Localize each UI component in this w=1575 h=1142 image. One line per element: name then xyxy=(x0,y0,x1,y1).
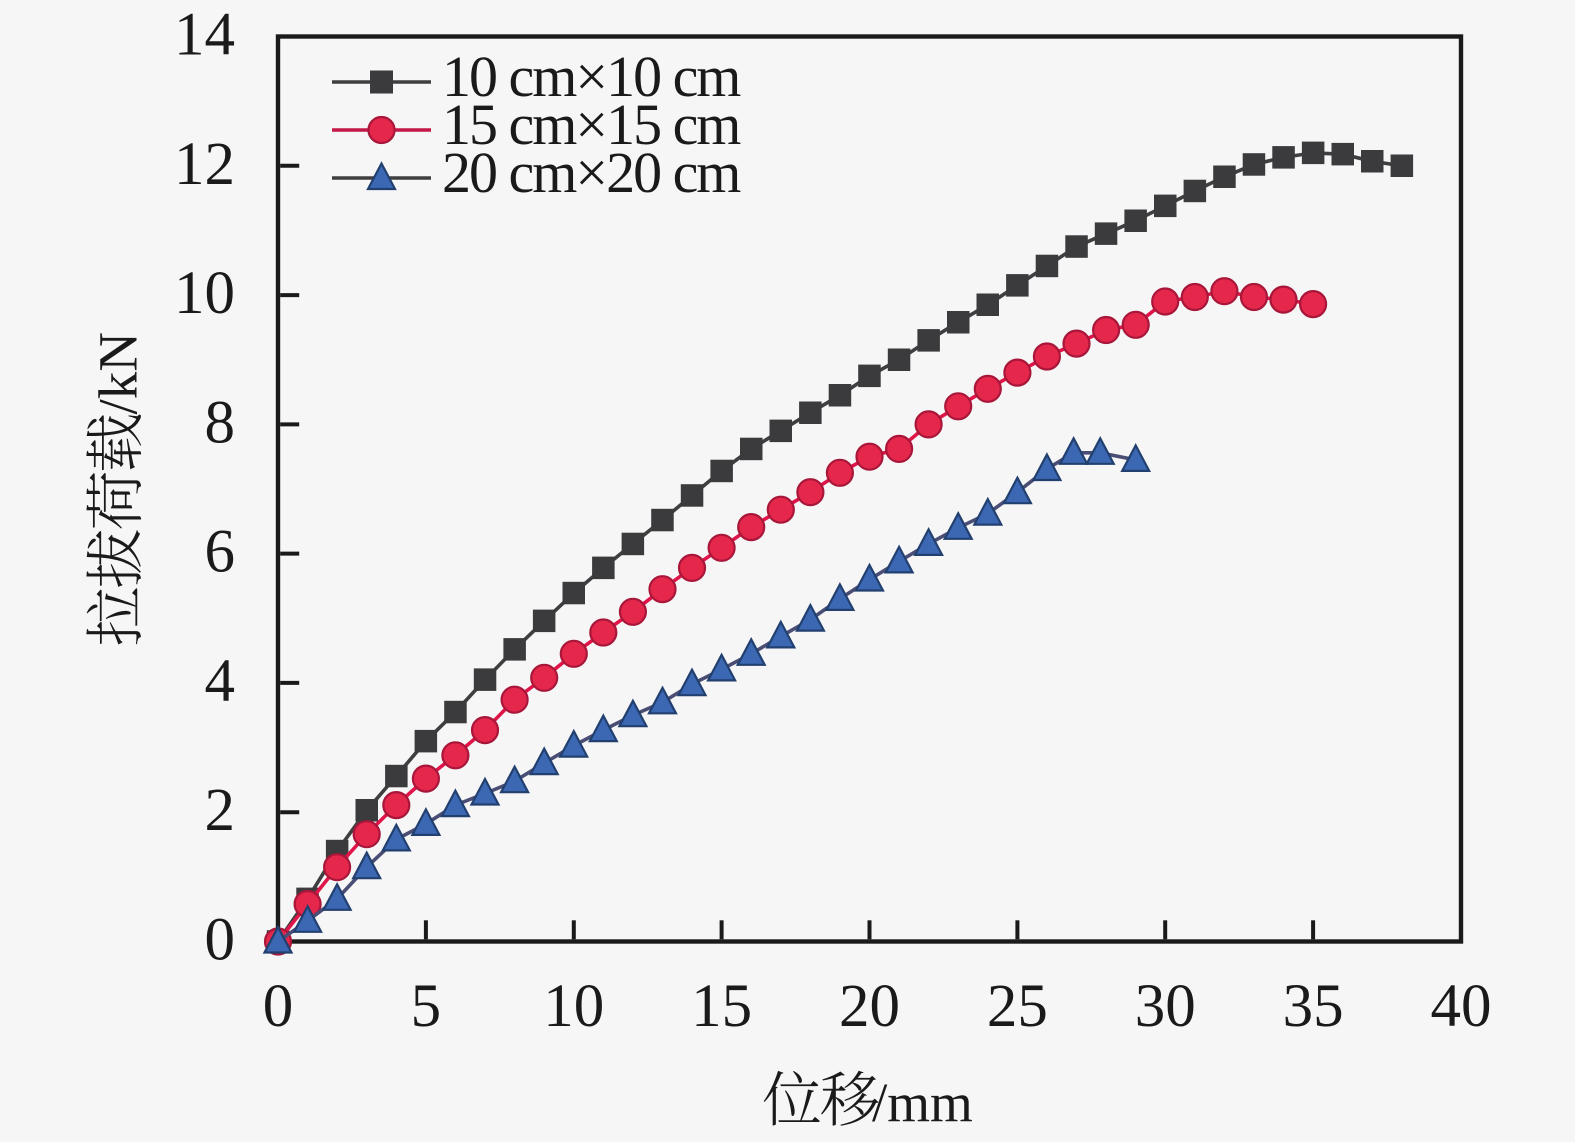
svg-text:10: 10 xyxy=(174,260,235,327)
svg-text:0: 0 xyxy=(263,973,294,1040)
svg-text:5: 5 xyxy=(411,973,442,1040)
svg-text:0: 0 xyxy=(205,907,236,974)
svg-text:/kN: /kN xyxy=(88,332,149,415)
svg-text:30: 30 xyxy=(1135,973,1196,1040)
svg-text:14: 14 xyxy=(174,2,235,69)
svg-text:40: 40 xyxy=(1431,973,1492,1040)
svg-text:/mm: /mm xyxy=(872,1072,973,1133)
svg-text:35: 35 xyxy=(1283,973,1344,1040)
svg-text:10: 10 xyxy=(543,973,604,1040)
svg-text:20 cm×20 cm: 20 cm×20 cm xyxy=(442,140,741,205)
svg-text:10 cm×10 cm: 10 cm×10 cm xyxy=(442,44,741,109)
svg-text:25: 25 xyxy=(987,973,1048,1040)
svg-text:2: 2 xyxy=(205,777,236,844)
svg-text:6: 6 xyxy=(205,519,236,586)
svg-text:8: 8 xyxy=(205,389,236,456)
svg-text:15: 15 xyxy=(691,973,752,1040)
svg-text:15 cm×15 cm: 15 cm×15 cm xyxy=(442,92,741,157)
svg-text:4: 4 xyxy=(205,648,236,715)
svg-text:12: 12 xyxy=(174,131,235,198)
svg-text:20: 20 xyxy=(839,973,900,1040)
